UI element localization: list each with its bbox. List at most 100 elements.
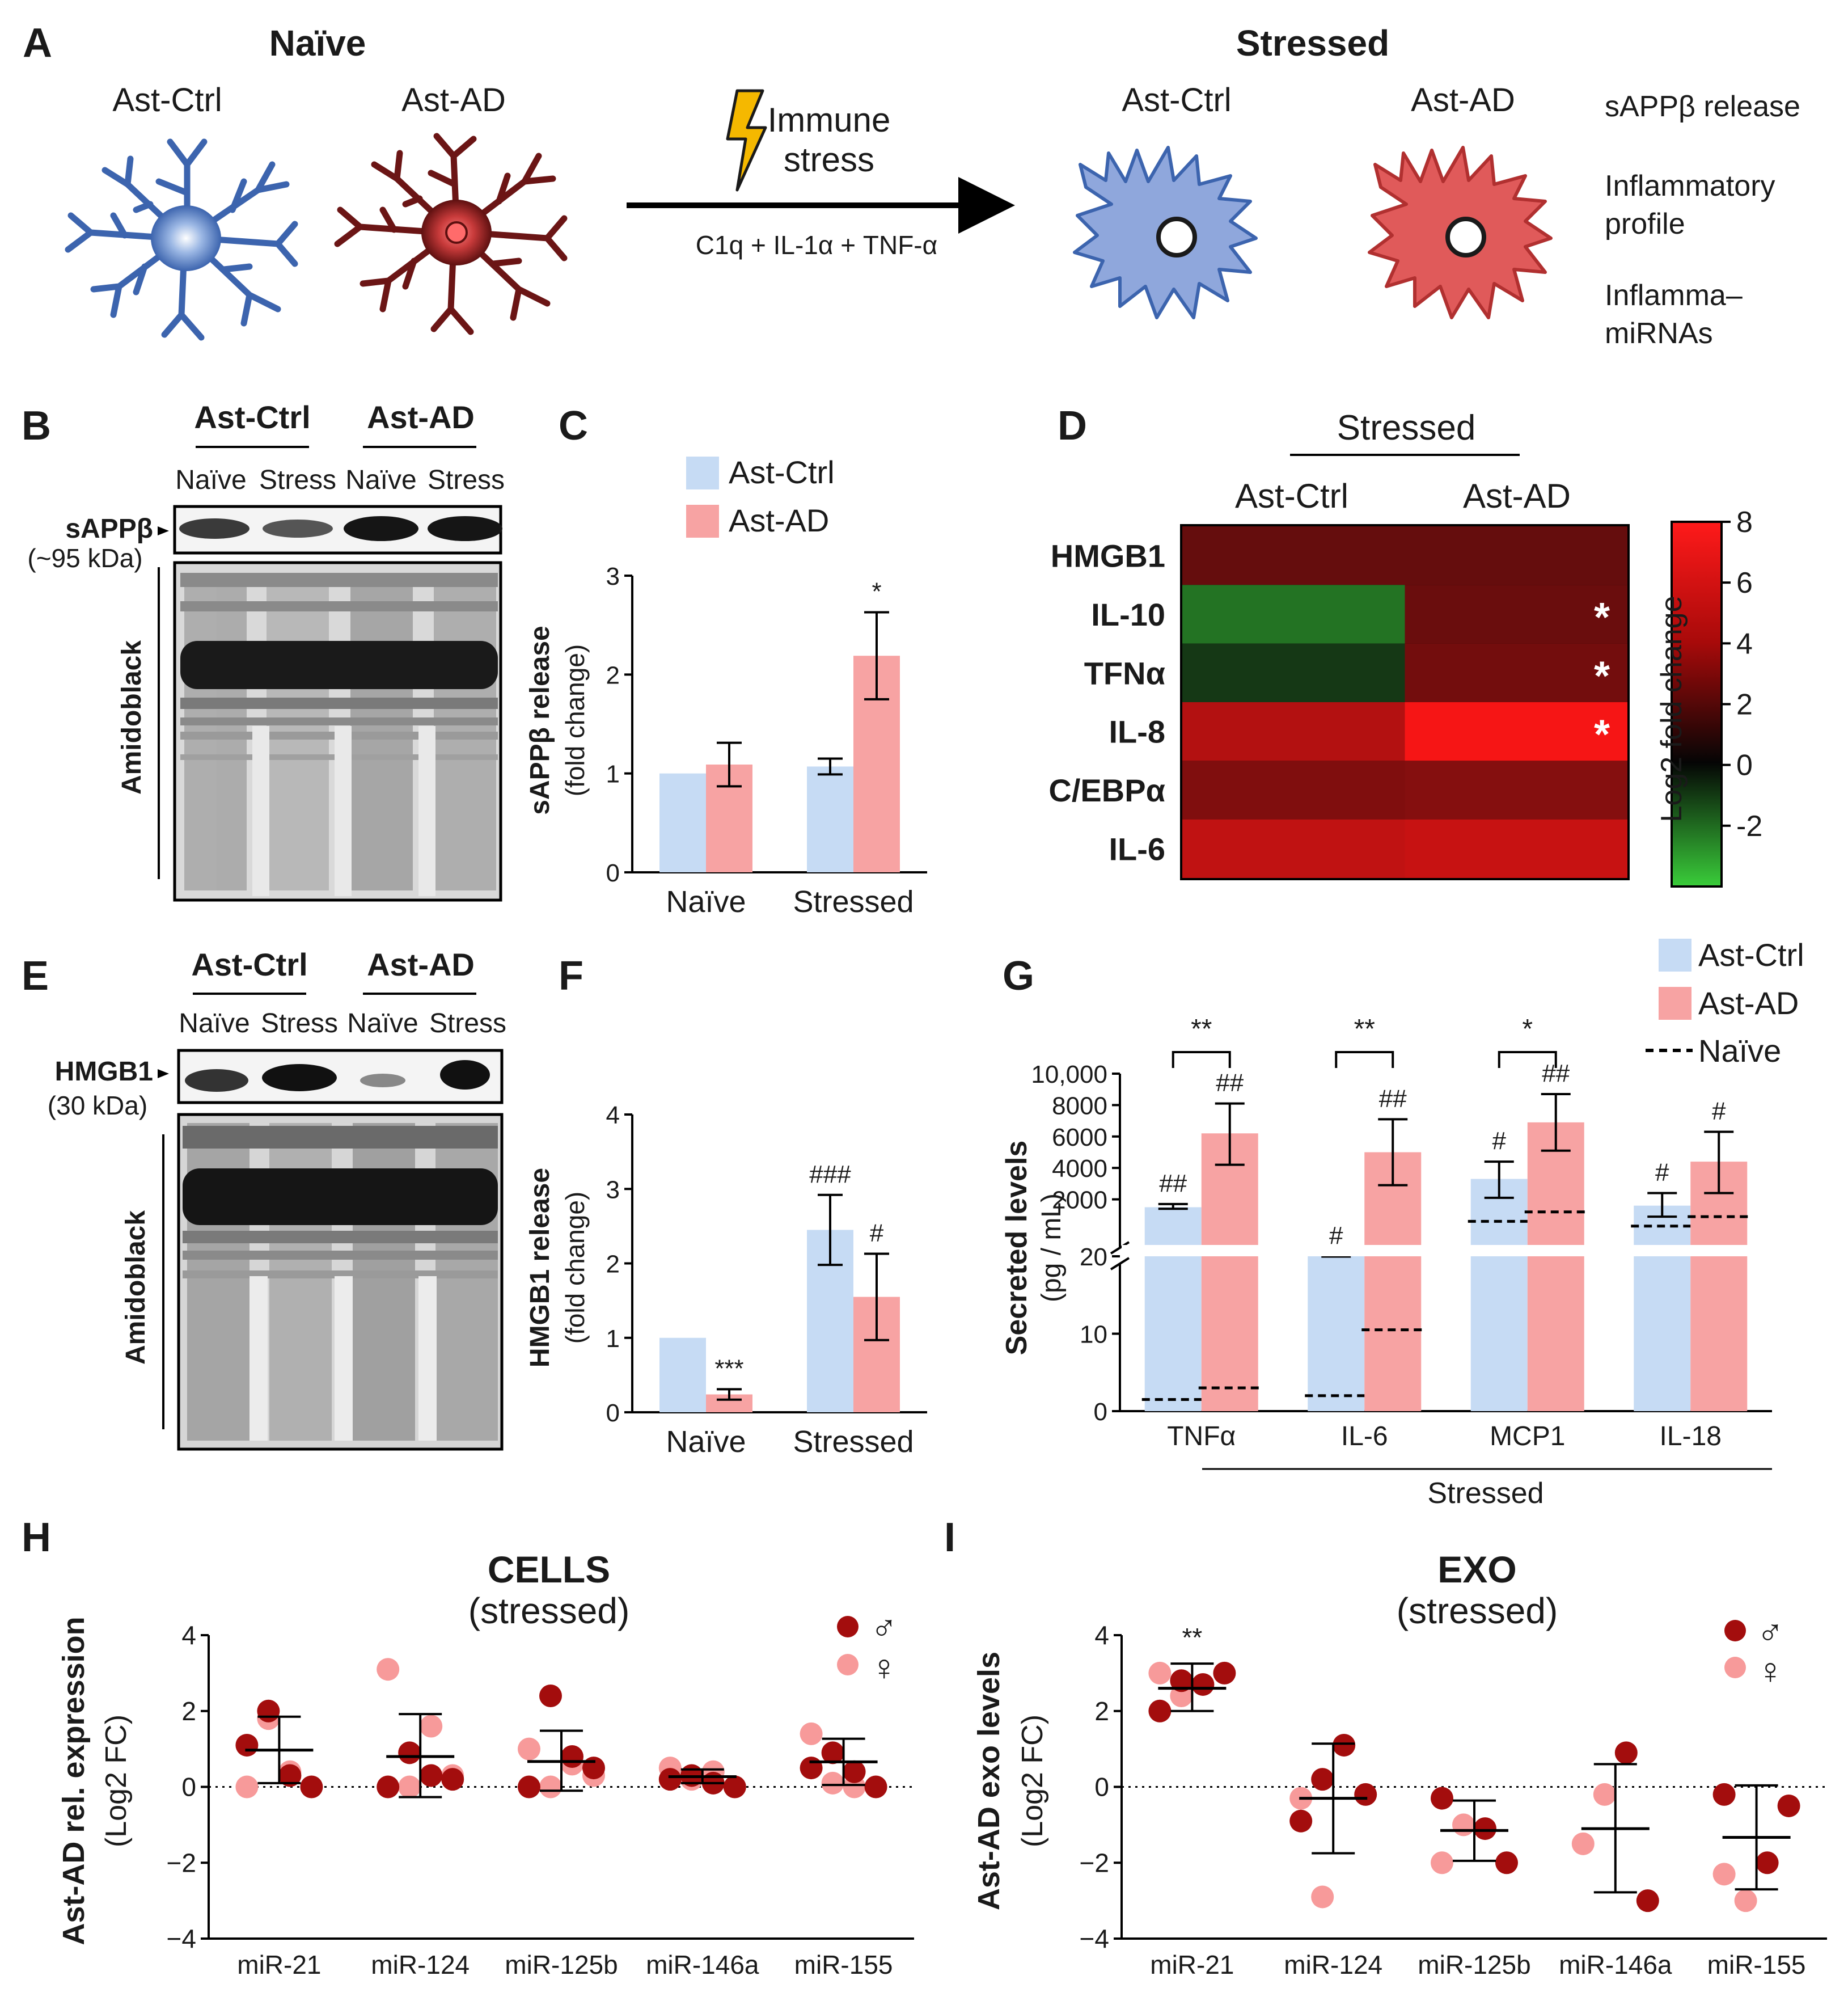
legend-g-naive-label: Naïve	[1698, 1033, 1781, 1069]
stressed-ad-label: Ast-AD	[1411, 82, 1515, 119]
panel-i: I EXO (stressed) ♂ ♀ 4 2 0 −2 −4 miR-21 ** miR-…	[944, 1515, 1827, 1979]
chart-h-point-female	[235, 1775, 259, 1799]
band-pointer-icon	[158, 526, 169, 535]
chart-i-xtick-label: miR-146a	[1559, 1950, 1672, 1979]
blot-e-group-ad: Ast-AD	[367, 947, 475, 982]
heatmap-col-ctrl: Ast-Ctrl	[1235, 477, 1348, 515]
chart-g-significance-bracket	[1335, 1051, 1394, 1068]
chart-i-point-female	[1148, 1661, 1172, 1685]
immune-stress-line2: stress	[784, 141, 874, 179]
blot-b-stain: Amidoblack	[117, 640, 147, 795]
chart-h-ylabel-2: (Log2 FC)	[100, 1715, 133, 1847]
chart-h-point-female	[377, 1658, 400, 1681]
chart-g-ytick-label: 2000	[1052, 1187, 1107, 1214]
chart-f-ytick-label: 3	[606, 1176, 620, 1204]
chart-h-point-male	[658, 1768, 682, 1791]
chart-g-ytick-label: 10,000	[1031, 1061, 1107, 1088]
blot-e-lane-2: Stress	[261, 1008, 338, 1039]
chart-g-bar-ast-ad	[1201, 1133, 1258, 1411]
chart-g-bar-ast-ctrl	[1144, 1207, 1202, 1411]
chart-i-point-male	[1495, 1851, 1518, 1875]
blot-e-lane-4: Stress	[429, 1008, 506, 1039]
chart-c-annotation: *	[872, 578, 881, 606]
chart-h-ytick-label: 2	[181, 1696, 196, 1726]
chart-h-point-male	[441, 1768, 464, 1791]
heatmap-title: Stressed	[1337, 408, 1476, 448]
chart-g-xtick-label: IL-18	[1660, 1421, 1722, 1451]
chart-i-point-male	[1614, 1741, 1638, 1764]
blot-b-band-label: sAPPβ	[65, 514, 153, 544]
panel-b: B Ast-Ctrl Ast-AD Naïve Stress Naïve Str…	[22, 399, 505, 902]
chart-i-point-female	[1431, 1851, 1453, 1875]
chart-i-point-male	[1354, 1783, 1377, 1806]
legend-h-male-symbol: ♂	[870, 1607, 898, 1648]
blot-e-band-size: (30 kDa)	[48, 1091, 147, 1120]
heatmap-cell	[1405, 526, 1627, 585]
panel-d: D Stressed Ast-Ctrl Ast-AD HMGB1 IL-10 * TF…	[1048, 403, 1762, 888]
chart-g-bar-ast-ctrl	[1634, 1205, 1691, 1411]
chart-c-xtick-label: Stressed	[793, 885, 914, 919]
chart-g-hash-annotation: #	[1329, 1222, 1343, 1249]
colorbar-tick-label: 6	[1736, 567, 1753, 600]
chart-h-point-male	[278, 1764, 302, 1787]
chart-i-ytick-label: 4	[1094, 1620, 1109, 1650]
chart-i-ylabel-1: Ast-AD exo levels	[972, 1652, 1006, 1910]
chart-h-title: CELLS	[488, 1548, 610, 1590]
chart-f-bar-ast-ctrl	[659, 1337, 706, 1412]
chart-g-bar-ast-ctrl	[1470, 1179, 1528, 1411]
chart-i-point-male	[1311, 1768, 1334, 1791]
chart-g-ylabel-2: (pg / mL)	[1037, 1193, 1067, 1302]
chart-g-bar-ast-ad	[1690, 1162, 1748, 1411]
chart-c-ytick-label: 1	[606, 761, 620, 788]
chart-g-ytick-label: 8000	[1052, 1092, 1107, 1120]
chart-h-point-male	[420, 1764, 443, 1787]
chart-f-ylabel-2: (fold change)	[560, 1192, 590, 1344]
chart-f-ylabel-1: HMGB1 release	[525, 1168, 555, 1367]
legend-g-ad-swatch	[1659, 987, 1691, 1020]
chart-c-ytick-label: 2	[606, 661, 620, 689]
chart-h-point-female	[821, 1771, 844, 1795]
chart-g-significance-bracket	[1172, 1051, 1231, 1068]
chart-c-ytick-label: 0	[606, 859, 620, 887]
naive-ad-label: Ast-AD	[401, 82, 506, 119]
chart-g-ytick-label: 6000	[1052, 1124, 1107, 1151]
naive-title: Naïve	[269, 23, 366, 64]
blot-b-lane-1: Naïve	[175, 465, 246, 495]
panel-d-letter: D	[1058, 403, 1087, 449]
colorbar-tick-label: 2	[1736, 689, 1753, 721]
chart-h-xtick-label: miR-21	[237, 1950, 321, 1979]
chart-g-hash-annotation: ##	[1216, 1069, 1244, 1097]
panel-f-letter: F	[559, 953, 583, 999]
chart-c-ylabel-2: (fold change)	[560, 644, 590, 797]
chart-h-xtick-label: miR-155	[794, 1950, 893, 1979]
chart-g-bar-ast-ctrl	[1308, 1256, 1365, 1411]
chart-h-point-male	[377, 1775, 400, 1799]
heatmap-row-label: IL-10	[1091, 597, 1165, 632]
chart-i-point-female	[1452, 1813, 1475, 1837]
chart-g-ytick-label: 20	[1080, 1243, 1107, 1271]
stressed-ctrl-label: Ast-Ctrl	[1122, 82, 1231, 119]
blot-b-lane-2: Stress	[259, 465, 336, 495]
chart-h-point-female	[518, 1737, 540, 1761]
chart-g-significance-label: *	[1522, 1014, 1533, 1044]
chart-g-hash-annotation: #	[1492, 1127, 1507, 1155]
chart-g-ytick-label: 4000	[1052, 1155, 1107, 1183]
chart-i-point-male	[1148, 1699, 1172, 1723]
heatmap: HMGB1 IL-10 * TFNα * IL-8 * C/EBPα IL-6	[1048, 524, 1630, 880]
chart-i-point-male	[1474, 1817, 1496, 1840]
panel-h: H CELLS (stressed) ♂ ♀ 4 2 0 −2 −4 miR-21 miR-…	[22, 1515, 914, 1979]
chart-h-ytick-label: 0	[181, 1772, 196, 1802]
chart-i-point-male	[1333, 1733, 1356, 1757]
chart-c-bar-ast-ctrl	[807, 766, 853, 872]
legend-h-female-symbol: ♀	[870, 1647, 898, 1688]
colorbar-tick-label: 8	[1736, 506, 1753, 539]
heatmap-significance-star: *	[1594, 595, 1610, 640]
chart-h-ytick-label: 4	[181, 1620, 196, 1650]
legend-i-female-symbol: ♀	[1757, 1650, 1784, 1691]
legend-i-male-symbol: ♂	[1757, 1612, 1784, 1653]
chart-f-ytick-label: 0	[606, 1399, 620, 1427]
chart-g-ytick-label: 10	[1080, 1321, 1107, 1349]
chart-h-ytick-label: −2	[167, 1848, 196, 1877]
